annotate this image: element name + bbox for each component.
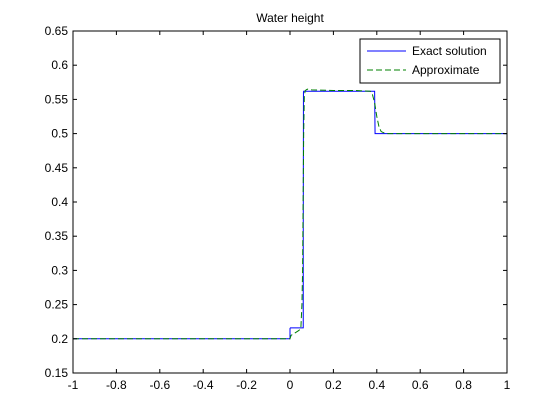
x-tick-label: 0.8 <box>455 378 472 392</box>
y-tick-label: 0.2 <box>51 332 68 346</box>
y-tick-label: 0.55 <box>45 92 69 106</box>
x-tick-label: 0.6 <box>412 378 429 392</box>
legend: Exact solution Approximate <box>359 38 501 84</box>
x-tick-label: 1 <box>504 378 511 392</box>
legend-label: Exact solution <box>412 44 487 58</box>
x-tick-label: -0.8 <box>106 378 127 392</box>
y-tick-label: 0.65 <box>45 24 69 38</box>
series-line-exact-solution <box>73 90 507 340</box>
y-tick-label: 0.45 <box>45 161 69 175</box>
legend-box <box>359 38 501 84</box>
x-tick-label: -0.4 <box>193 378 214 392</box>
plot-background <box>73 31 507 373</box>
y-tick-label: 0.5 <box>51 127 68 141</box>
chart-title: Water height <box>256 11 324 25</box>
y-tick-label: 0.35 <box>45 229 69 243</box>
y-tick-label: 0.4 <box>51 195 68 209</box>
axes: -1 -0.8 -0.6 -0.4 -0.2 0 0.2 0.4 0.6 0.8 1 0.15 0.2 0… <box>45 24 511 392</box>
legend-label: Approximate <box>412 63 480 77</box>
y-tick-label: 0.25 <box>45 298 69 312</box>
y-tick-label: 0.15 <box>45 366 69 380</box>
y-tick-label: 0.6 <box>51 58 68 72</box>
x-tick-label: -1 <box>68 378 79 392</box>
x-tick-label: -0.2 <box>236 378 257 392</box>
x-tick-label: -0.6 <box>149 378 170 392</box>
x-tick-label: 0.4 <box>368 378 385 392</box>
x-tick-label: 0.2 <box>325 378 342 392</box>
plot-area <box>73 31 507 373</box>
y-tick-label: 0.3 <box>51 263 68 277</box>
x-tick-label: 0 <box>287 378 294 392</box>
